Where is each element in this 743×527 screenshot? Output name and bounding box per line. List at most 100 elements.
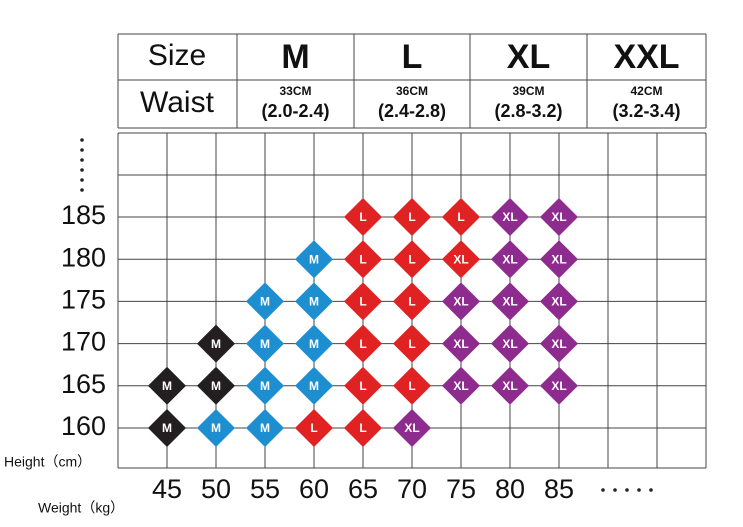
size-badge: L (359, 337, 366, 351)
height-label: 165 (61, 369, 106, 399)
size-diamond (246, 409, 284, 447)
waist-cm: 36CM (396, 84, 428, 98)
size-badge: L (457, 210, 464, 224)
size-name: L (402, 38, 423, 76)
size-diamond (295, 366, 333, 405)
size-badge: XL (453, 252, 468, 266)
size-badge: L (359, 295, 366, 309)
dots-vertical (80, 138, 84, 192)
size-badge: M (260, 337, 270, 351)
weight-label: 80 (495, 474, 525, 504)
size-badge: L (408, 252, 415, 266)
size-diamond (393, 409, 431, 447)
size-diamond (540, 366, 578, 405)
size-diamond (442, 324, 480, 363)
size-diamond (197, 324, 235, 363)
waist-range: (3.2-3.4) (612, 101, 680, 121)
height-label: 180 (61, 242, 106, 272)
weight-label: 85 (544, 474, 574, 504)
size-badge: M (162, 379, 172, 393)
size-diamond (344, 282, 382, 321)
weight-label: 50 (201, 474, 231, 504)
size-badge: XL (502, 337, 517, 351)
size-badge: XL (551, 379, 566, 393)
size-name: XXL (613, 38, 679, 76)
size-badge: XL (551, 295, 566, 309)
size-diamond (540, 198, 578, 236)
size-diamond (344, 324, 382, 363)
size-diamond (344, 366, 382, 405)
size-badge: L (408, 337, 415, 351)
size-badge: M (260, 295, 270, 309)
height-axis-label: Height（cm） (4, 454, 91, 470)
size-diamond (344, 198, 382, 236)
size-diamond (540, 282, 578, 321)
size-diamond (393, 240, 431, 279)
size-diamond (540, 240, 578, 279)
size-badge: XL (551, 337, 566, 351)
size-badge: L (408, 379, 415, 393)
height-label: 175 (61, 285, 106, 315)
size-label: Size (148, 39, 206, 72)
weight-label: 60 (299, 474, 329, 504)
waist-range: (2.4-2.8) (378, 101, 446, 121)
size-diamond (442, 240, 480, 279)
size-badge: XL (502, 252, 517, 266)
size-diamond (442, 198, 480, 236)
size-diamond (344, 240, 382, 279)
size-diamond (295, 240, 333, 279)
size-diamond (197, 409, 235, 447)
size-badge: M (260, 421, 270, 435)
size-diamond (344, 409, 382, 447)
height-label: 160 (61, 411, 106, 441)
size-badge: XL (502, 295, 517, 309)
size-diamond (295, 409, 333, 447)
size-badge: XL (453, 295, 468, 309)
size-diamond (197, 366, 235, 405)
size-badge: M (309, 337, 319, 351)
size-badge: L (408, 210, 415, 224)
size-badge: L (310, 421, 317, 435)
size-diamond (246, 282, 284, 321)
size-diamond (442, 366, 480, 405)
size-badge: L (359, 379, 366, 393)
waist-cm: 39CM (512, 84, 544, 98)
weight-label: 70 (397, 474, 427, 504)
size-badge: L (359, 252, 366, 266)
dots-horizontal (601, 488, 653, 492)
size-badge: XL (453, 379, 468, 393)
weight-label: 75 (446, 474, 476, 504)
waist-range: (2.0-2.4) (261, 101, 329, 121)
size-diamond (491, 324, 529, 363)
size-diamond (295, 282, 333, 321)
size-diamond (148, 366, 186, 405)
size-badge: M (309, 379, 319, 393)
size-badge: M (260, 379, 270, 393)
size-diamond (246, 324, 284, 363)
size-name: XL (507, 38, 550, 76)
size-badge: XL (502, 379, 517, 393)
size-badge: M (309, 252, 319, 266)
size-diamond (540, 324, 578, 363)
size-badge: XL (453, 337, 468, 351)
waist-cm: 33CM (279, 84, 311, 98)
size-diamond (393, 198, 431, 236)
size-badge: M (211, 337, 221, 351)
size-badge: XL (404, 421, 419, 435)
size-diamond (393, 324, 431, 363)
waist-label: Waist (140, 86, 215, 119)
size-badge: XL (502, 210, 517, 224)
size-diamond (491, 366, 529, 405)
height-label: 185 (61, 200, 106, 230)
size-badge: M (162, 421, 172, 435)
weight-axis-label: Weight（kg） (38, 500, 124, 516)
size-badge: M (309, 295, 319, 309)
waist-range: (2.8-3.2) (494, 101, 562, 121)
waist-cm: 42CM (630, 84, 662, 98)
size-diamond (442, 282, 480, 321)
size-diamond (246, 366, 284, 405)
size-diamond (148, 409, 186, 447)
size-badge: M (211, 421, 221, 435)
height-label: 170 (61, 327, 106, 357)
